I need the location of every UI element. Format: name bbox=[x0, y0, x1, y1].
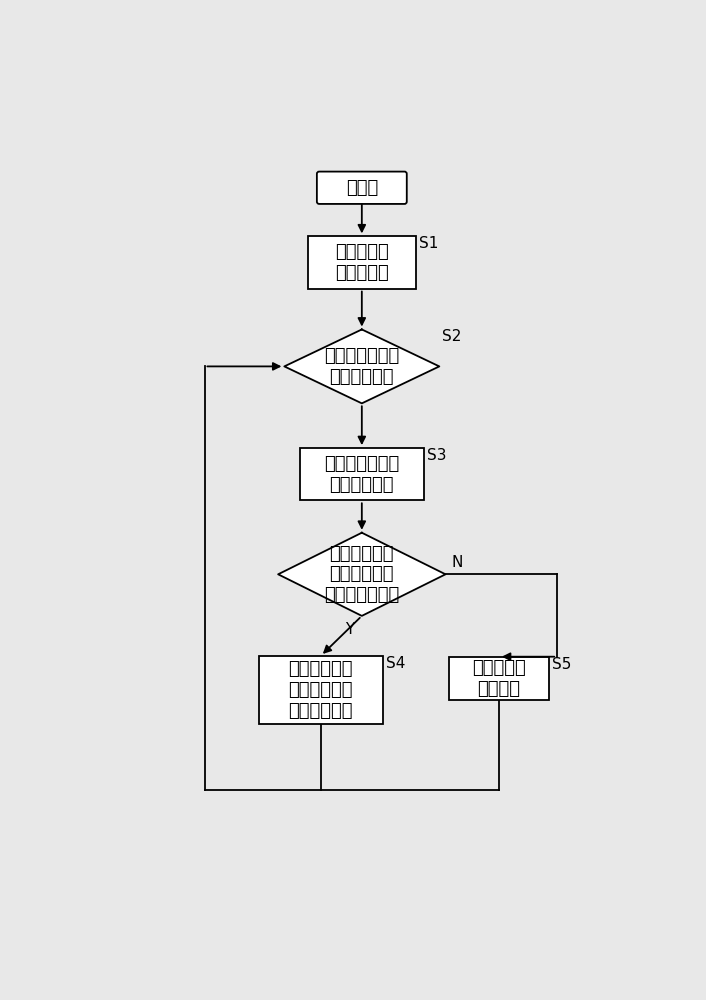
Text: 使平面图像进
行与手指运动
相适应的扭曲: 使平面图像进 行与手指运动 相适应的扭曲 bbox=[289, 660, 353, 720]
Polygon shape bbox=[285, 329, 439, 403]
Polygon shape bbox=[278, 533, 445, 616]
Text: Y: Y bbox=[345, 622, 354, 637]
Text: 采集与触摸屏接
触的手指运动: 采集与触摸屏接 触的手指运动 bbox=[324, 347, 400, 386]
FancyBboxPatch shape bbox=[448, 657, 549, 700]
Text: S5: S5 bbox=[553, 657, 572, 672]
Text: 使平面图像
保持原状: 使平面图像 保持原状 bbox=[472, 659, 526, 698]
Text: N: N bbox=[452, 555, 463, 570]
FancyBboxPatch shape bbox=[300, 448, 424, 500]
Text: 分析与触摸屏接
触的手指运动: 分析与触摸屏接 触的手指运动 bbox=[324, 455, 400, 494]
Text: 触摸屏上显
示平面图像: 触摸屏上显 示平面图像 bbox=[335, 243, 389, 282]
Text: S4: S4 bbox=[386, 656, 405, 671]
Text: 分析到的手指
运动是否与预
设轨迹相对应？: 分析到的手指 运动是否与预 设轨迹相对应？ bbox=[324, 544, 400, 604]
Text: S3: S3 bbox=[427, 448, 446, 463]
FancyBboxPatch shape bbox=[317, 172, 407, 204]
Text: S2: S2 bbox=[443, 329, 462, 344]
FancyBboxPatch shape bbox=[259, 656, 383, 724]
Text: S1: S1 bbox=[419, 236, 438, 251]
Text: 初始化: 初始化 bbox=[346, 179, 378, 197]
FancyBboxPatch shape bbox=[308, 236, 416, 289]
